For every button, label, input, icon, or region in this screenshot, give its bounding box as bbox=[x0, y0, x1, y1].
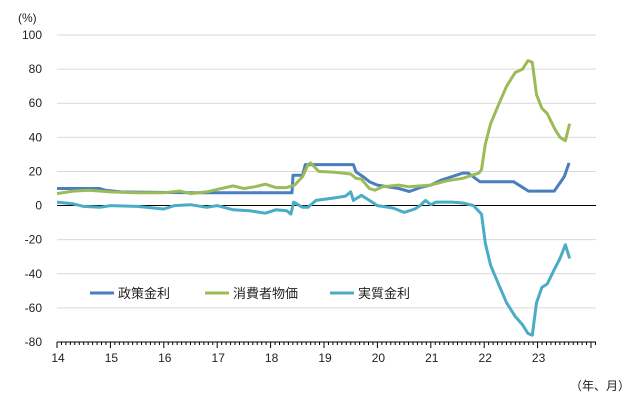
series-line-1 bbox=[56, 59, 572, 196]
series-line-2 bbox=[56, 190, 572, 337]
x-tick-label: 21 bbox=[425, 351, 439, 365]
x-tick-label: 20 bbox=[372, 351, 386, 365]
y-tick-label: 20 bbox=[29, 164, 43, 178]
x-tick-label: 18 bbox=[265, 351, 279, 365]
y-axis-label: (%) bbox=[18, 11, 37, 25]
y-tick-label: 80 bbox=[29, 62, 43, 76]
legend-label: 消費者物価 bbox=[233, 286, 298, 301]
x-axis-label: （年、月） bbox=[570, 379, 630, 393]
y-tick-label: 0 bbox=[35, 199, 42, 213]
x-tick-label: 14 bbox=[51, 351, 65, 365]
x-tick-label: 17 bbox=[212, 351, 226, 365]
y-tick-label: 100 bbox=[22, 28, 42, 42]
legend-label: 実質金利 bbox=[358, 286, 410, 301]
y-tick-label: -20 bbox=[25, 233, 43, 247]
y-tick-label: -60 bbox=[25, 301, 43, 315]
x-tick-label: 19 bbox=[318, 351, 332, 365]
x-tick-label: 23 bbox=[532, 351, 546, 365]
y-tick-label: -40 bbox=[25, 267, 43, 281]
x-tick-label: 16 bbox=[158, 351, 172, 365]
y-tick-label: 60 bbox=[29, 96, 43, 110]
x-tick-label: 15 bbox=[105, 351, 119, 365]
x-tick-label: 22 bbox=[479, 351, 493, 365]
y-tick-label: -80 bbox=[25, 335, 43, 349]
legend-label: 政策金利 bbox=[118, 286, 170, 301]
y-tick-label: 40 bbox=[29, 130, 43, 144]
